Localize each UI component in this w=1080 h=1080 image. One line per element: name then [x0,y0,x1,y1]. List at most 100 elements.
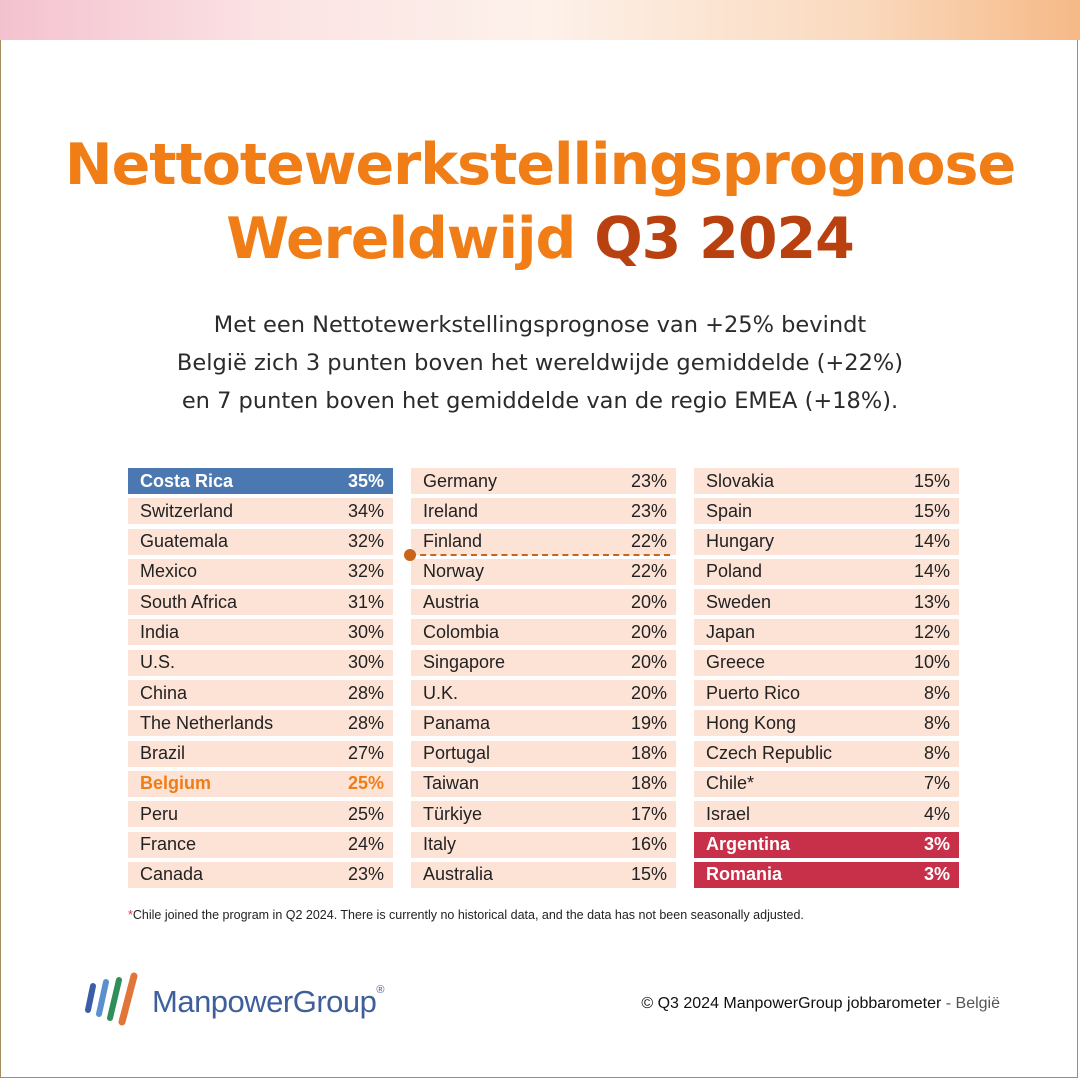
country-name: Puerto Rico [706,682,801,703]
country-value: 10% [913,652,950,673]
page-title: Nettotewerkstellingsprognose Wereldwijd … [0,128,1080,276]
country-row: India 30% [128,619,393,646]
country-row: Canada 23% [128,861,393,888]
country-value: 31% [347,591,384,612]
country-name: Greece [706,652,766,673]
country-name: Argentina [706,834,791,855]
country-row: Taiwan 18% [411,770,676,797]
country-value: 35% [347,470,384,491]
country-row: Brazil 27% [128,740,393,767]
country-name: Poland [706,561,763,582]
country-row: Spain 15% [694,498,959,525]
country-value: 20% [630,591,667,612]
country-name: The Netherlands [140,712,274,733]
country-name: Panama [423,712,491,733]
country-row: Czech Republic 8% [694,740,959,767]
country-name: Germany [423,470,498,491]
country-row: Türkiye 17% [411,801,676,828]
country-row: Panama 19% [411,710,676,737]
country-row: South Africa 31% [128,589,393,616]
country-name: U.K. [423,682,459,703]
country-row: Italy 16% [411,831,676,858]
country-row: Japan 12% [694,619,959,646]
country-row: Slovakia 15% [694,468,959,494]
country-name: Finland [423,531,483,552]
country-row: Puerto Rico 8% [694,680,959,707]
country-row: Germany 23% [411,468,676,494]
country-value: 28% [347,712,384,733]
country-value: 14% [913,531,950,552]
country-name: U.S. [140,652,176,673]
country-value: 16% [630,834,667,855]
country-value: 18% [630,773,667,794]
title-line-2-accent: Q3 2024 [594,206,855,272]
country-name: Chile* [706,773,755,794]
country-name: Austria [423,591,480,612]
country-value: 32% [347,561,384,582]
country-value: 25% [347,773,384,794]
country-value: 30% [347,652,384,673]
country-row: Argentina 3% [694,831,959,858]
country-name: South Africa [140,591,238,612]
country-value: 19% [630,712,667,733]
country-value: 34% [347,500,384,521]
country-value: 3% [923,834,950,855]
country-value: 20% [630,621,667,642]
country-name: China [140,682,188,703]
country-value: 22% [630,531,667,552]
country-name: Romania [706,864,783,885]
country-name: Israel [706,803,751,824]
country-name: Hong Kong [706,712,797,733]
country-value: 20% [630,652,667,673]
country-row: Guatemala 32% [128,528,393,555]
ranking-column-1: Costa Rica 35% Switzerland 34% Guatemala 32% M… [128,468,393,892]
country-value: 28% [347,682,384,703]
country-row: Hungary 14% [694,528,959,555]
country-name: Norway [423,561,485,582]
country-row: Greece 10% [694,649,959,676]
country-row: Austria 20% [411,589,676,616]
country-value: 12% [913,621,950,642]
country-row: Singapore 20% [411,649,676,676]
country-name: Switzerland [140,500,234,521]
country-row: Switzerland 34% [128,498,393,525]
country-row: Finland 22% [411,528,676,555]
country-row: Romania 3% [694,861,959,888]
country-value: 23% [347,864,384,885]
country-name: Singapore [423,652,506,673]
country-name: Japan [706,621,756,642]
country-value: 4% [923,803,950,824]
country-name: Peru [140,803,179,824]
footnote: *Chile joined the program in Q2 2024. Th… [128,908,804,922]
country-value: 20% [630,682,667,703]
country-value: 25% [347,803,384,824]
country-name: Italy [423,834,457,855]
logo-registered-mark: ® [376,984,385,996]
country-row: Mexico 32% [128,558,393,585]
country-row: Poland 14% [694,558,959,585]
country-name: Australia [423,864,494,885]
country-row: Ireland 23% [411,498,676,525]
country-name: Taiwan [423,773,480,794]
footnote-text: Chile joined the program in Q2 2024. The… [132,908,804,922]
country-row: China 28% [128,680,393,707]
country-row: France 24% [128,831,393,858]
country-row: The Netherlands 28% [128,710,393,737]
country-name: Portugal [423,743,491,764]
country-row: U.S. 30% [128,649,393,676]
country-value: 7% [923,773,950,794]
country-name: Guatemala [140,531,229,552]
global-average-marker-line [410,554,670,556]
country-value: 15% [913,500,950,521]
country-name: India [140,621,180,642]
country-value: 15% [630,864,667,885]
country-name: Mexico [140,561,198,582]
page-frame [0,40,1078,1078]
country-name: Ireland [423,500,479,521]
subtitle-line-1: Met een Nettotewerkstellingsprognose van… [213,312,867,338]
country-name: Costa Rica [140,470,234,491]
country-value: 8% [923,712,950,733]
logo-name: ManpowerGroup [152,984,377,1019]
country-name: Canada [140,864,204,885]
footnote-asterisk: * [128,908,133,922]
